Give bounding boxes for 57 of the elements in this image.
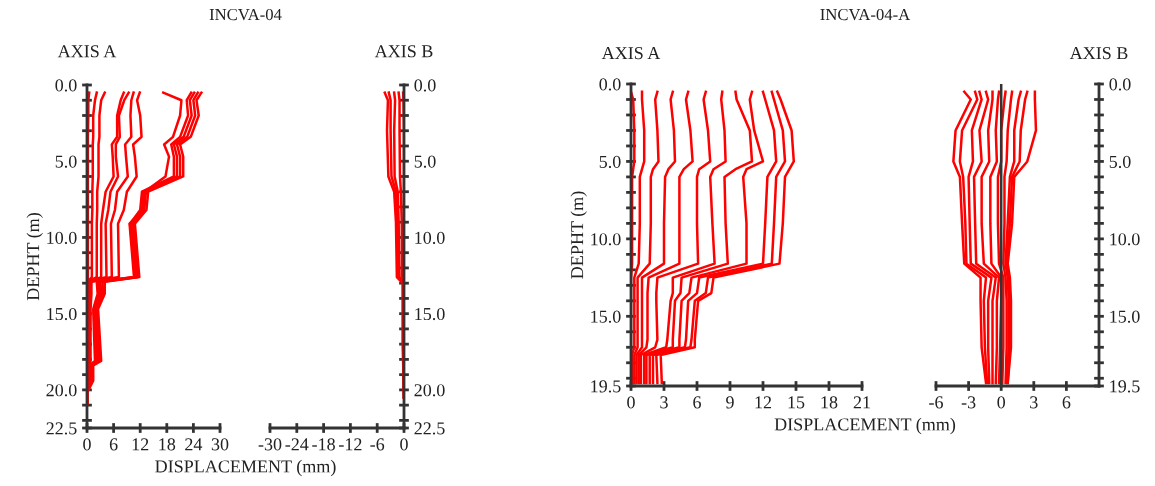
y-axis-title: DEPHT (m) (26, 213, 43, 301)
y-axis-title: DEPHT (m) (570, 191, 587, 279)
chart-subtitle: AXIS B (374, 45, 433, 58)
x-tick-label: -24 (285, 438, 309, 451)
x-tick-label: -3 (961, 396, 976, 409)
x-tick-label: 3 (1030, 396, 1038, 409)
x-tick-label: 0 (627, 396, 635, 409)
x-axis-title: DISPLACEMENT (mm) (774, 417, 956, 435)
x-tick-label: -30 (258, 438, 282, 451)
x-tick-label: 9 (726, 396, 734, 409)
x-tick-label: -6 (370, 438, 385, 451)
x-tick-label: 0 (400, 438, 408, 451)
y-tick-label: 5.0 (1109, 155, 1131, 168)
y-tick-label: 20.0 (46, 384, 77, 397)
x-tick-label: -18 (312, 438, 335, 451)
y-tick-label: 5.0 (55, 155, 77, 168)
x-tick-label: 18 (159, 438, 176, 451)
chart-subtitle: AXIS A (57, 45, 117, 58)
x-tick-label: 0 (997, 396, 1006, 409)
y-tick-label: 19.5 (591, 380, 621, 393)
y-tick-label: 15.0 (1110, 310, 1140, 323)
x-tick-label: 0 (83, 438, 91, 451)
chart-title: INCVA-04 (209, 8, 282, 21)
y-tick-label: 0.0 (414, 79, 436, 92)
y-tick-label: 0.0 (599, 78, 621, 91)
chart-subtitle: AXIS B (1069, 47, 1128, 60)
y-tick-label: 22.5 (414, 422, 445, 435)
x-tick-label: 6 (1062, 396, 1071, 409)
y-tick-label: 10.0 (415, 231, 445, 244)
y-tick-label: 10.0 (591, 233, 621, 246)
x-tick-label: 6 (693, 396, 701, 409)
x-tick-label: 15 (788, 396, 805, 409)
y-tick-label: 5.0 (414, 155, 436, 168)
y-tick-label: 10.0 (1110, 233, 1140, 246)
x-tick-label: 24 (185, 438, 203, 451)
y-tick-label: 19.5 (1110, 380, 1140, 393)
x-axis-title: DISPLACEMENT (mm) (155, 459, 336, 477)
y-tick-label: 5.0 (599, 155, 621, 168)
x-tick-label: -12 (339, 438, 362, 451)
y-tick-label: 15.0 (47, 307, 77, 321)
x-tick-label: 21 (853, 396, 870, 409)
x-tick-label: -6 (929, 396, 943, 409)
x-tick-label: 3 (660, 396, 668, 409)
y-tick-label: 0.0 (55, 79, 77, 92)
x-tick-label: 12 (755, 396, 772, 409)
y-tick-label: 22.5 (46, 422, 77, 435)
x-tick-label: 12 (132, 438, 149, 451)
x-tick-label: 18 (821, 396, 838, 409)
y-tick-label: 0.0 (1109, 78, 1131, 91)
x-tick-label: 6 (109, 438, 118, 451)
y-tick-label: 10.0 (47, 231, 77, 244)
chart-title: INCVA-04-A (820, 8, 911, 21)
x-tick-label: 30 (211, 438, 229, 451)
y-tick-label: 20.0 (414, 384, 445, 397)
chart-subtitle: AXIS A (601, 47, 661, 60)
y-tick-label: 15.0 (415, 307, 445, 321)
y-tick-label: 15.0 (591, 310, 621, 323)
